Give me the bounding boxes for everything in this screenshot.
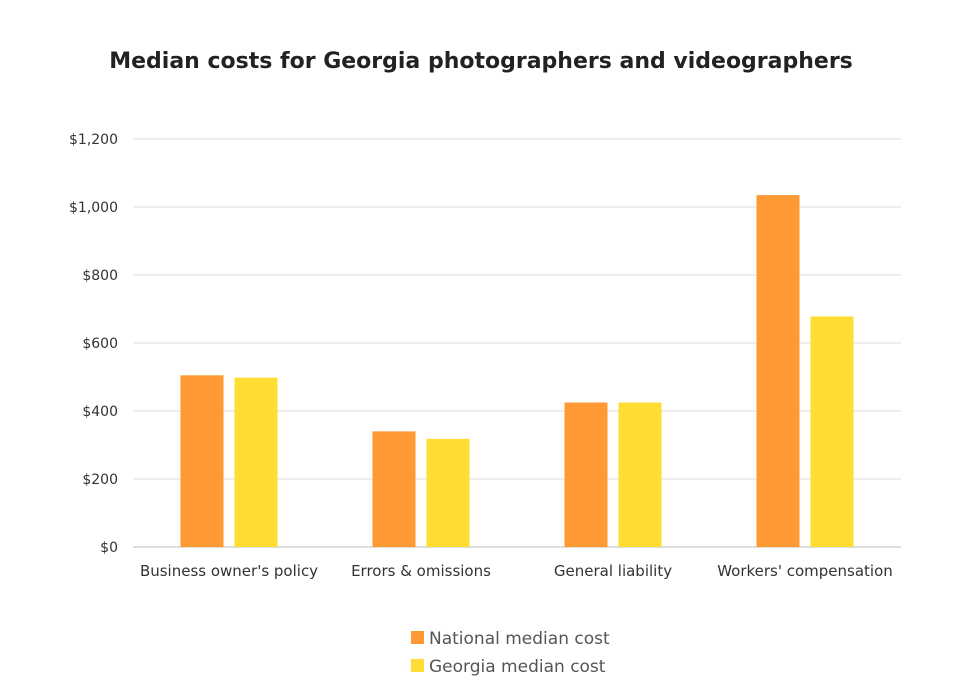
legend-label: National median cost	[429, 629, 610, 649]
y-tick-label: $800	[82, 268, 118, 284]
bar-georgia	[426, 438, 470, 547]
legend-swatch	[411, 659, 424, 672]
bars	[180, 195, 854, 547]
y-tick-label: $600	[82, 336, 118, 352]
y-axis-ticks: $0 $200 $400 $600 $800 $1,000 $1,200	[69, 132, 118, 556]
bar-national	[372, 431, 416, 547]
y-tick-label: $0	[100, 540, 118, 556]
y-tick-label: $1,000	[69, 200, 118, 216]
legend-swatch	[411, 631, 424, 644]
bar-national	[180, 375, 224, 547]
bar-national	[564, 402, 608, 547]
bar-georgia	[618, 402, 662, 547]
x-category-label: Business owner's policy	[140, 562, 318, 580]
legend-label: Georgia median cost	[429, 657, 606, 677]
bar-georgia	[810, 316, 854, 547]
x-category-label: Workers' compensation	[717, 562, 893, 580]
y-tick-label: $200	[82, 472, 118, 488]
chart-title: Median costs for Georgia photographers a…	[109, 49, 853, 74]
bar-georgia	[234, 377, 278, 547]
y-tick-label: $1,200	[69, 132, 118, 148]
x-category-label: General liability	[554, 562, 672, 580]
legend: National median cost Georgia median cost	[411, 629, 610, 677]
x-axis-labels: Business owner's policy Errors & omission…	[140, 562, 893, 580]
bar-national	[756, 195, 800, 547]
y-tick-label: $400	[82, 404, 118, 420]
x-category-label: Errors & omissions	[351, 562, 491, 580]
